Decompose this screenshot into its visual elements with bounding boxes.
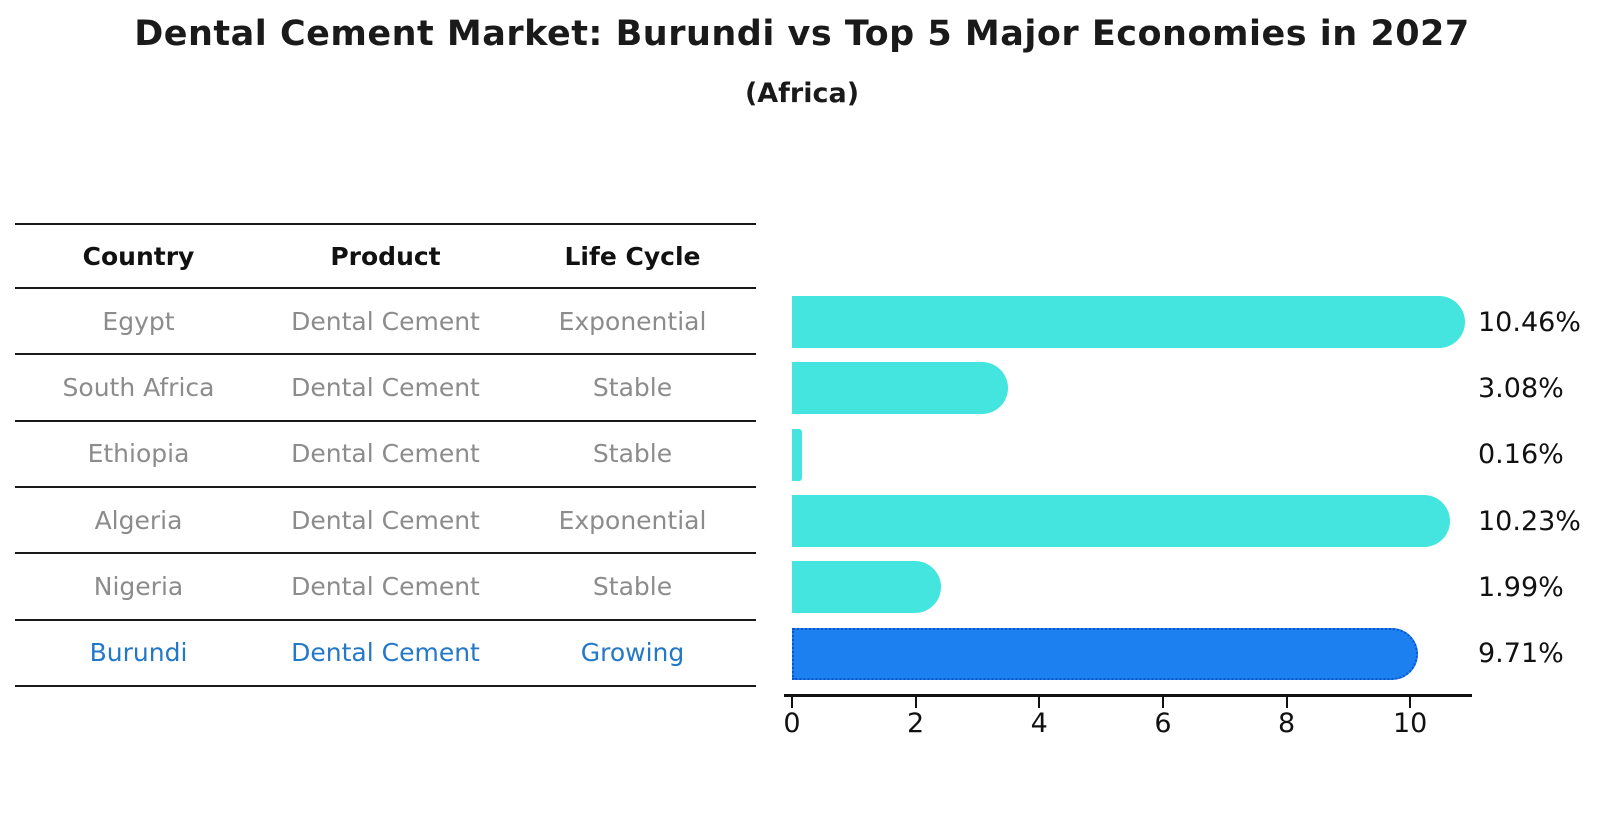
- lifecycle-cell: Exponential: [558, 306, 707, 336]
- country-cell: Egypt: [102, 306, 175, 336]
- bar-row-nigeria: [792, 554, 1472, 620]
- bar-egypt: [792, 296, 1465, 348]
- x-axis-tick-label: 8: [1277, 708, 1296, 739]
- product-cell: Dental Cement: [291, 638, 480, 668]
- bar-value-label-burundi: 9.71%: [1478, 638, 1564, 670]
- bar-ethiopia: [792, 428, 802, 481]
- bar-value-label-ethiopia: 0.16%: [1478, 439, 1564, 471]
- table-row-burundi: Burundi Dental Cement Growing: [15, 621, 756, 687]
- bar-value-labels: 10.46% 3.08% 0.16% 10.23% 1.99% 9.71%: [1478, 289, 1598, 687]
- lifecycle-cell: Stable: [592, 571, 673, 601]
- product-cell: Dental Cement: [291, 505, 480, 535]
- bar-row-ethiopia: [792, 422, 1472, 488]
- lifecycle-cell: Exponential: [558, 505, 707, 535]
- table-row-south-africa: South Africa Dental Cement Stable: [15, 355, 756, 422]
- x-axis-tick: [1409, 697, 1412, 708]
- table-row-nigeria: Nigeria Dental Cement Stable: [15, 554, 756, 621]
- country-cell: South Africa: [62, 372, 215, 402]
- x-axis-tick: [1285, 697, 1288, 708]
- x-axis-tick-label: 6: [1154, 708, 1172, 739]
- bar-algeria: [792, 494, 1451, 547]
- x-axis-tick-label: 10: [1392, 708, 1428, 739]
- bar-value-label-nigeria: 1.99%: [1478, 571, 1564, 603]
- lifecycle-cell: Growing: [580, 638, 685, 668]
- x-axis-tick-label: 0: [783, 708, 801, 739]
- chart-subtitle: (Africa): [744, 78, 860, 109]
- table-row-ethiopia: Ethiopia Dental Cement Stable: [15, 422, 756, 488]
- bar-value-label-algeria: 10.23%: [1478, 505, 1581, 537]
- bar-south-africa: [792, 362, 1009, 415]
- lifecycle-cell: Stable: [592, 372, 673, 402]
- x-axis-tick: [914, 697, 917, 708]
- product-cell: Dental Cement: [291, 306, 480, 336]
- bar-plot-area: [792, 289, 1472, 687]
- lifecycle-cell: Stable: [592, 439, 673, 469]
- x-axis-line: [784, 694, 1472, 697]
- x-axis-tick: [1038, 697, 1041, 708]
- country-cell: Nigeria: [93, 571, 184, 601]
- x-axis-tick: [1161, 697, 1164, 708]
- x-axis-tick-label: 2: [907, 708, 925, 739]
- x-axis-tick-label: 4: [1030, 708, 1048, 739]
- table-row-egypt: Egypt Dental Cement Exponential: [15, 289, 756, 356]
- column-header-country: Country: [82, 241, 195, 271]
- bar-row-south-africa: [792, 355, 1472, 421]
- table-header-row: Country Product Life Cycle: [15, 223, 756, 289]
- country-table: Country Product Life Cycle Egypt Dental C…: [15, 223, 756, 687]
- product-cell: Dental Cement: [291, 372, 480, 402]
- product-cell: Dental Cement: [291, 439, 480, 469]
- bar-nigeria: [792, 561, 942, 614]
- bar-row-burundi: [792, 621, 1472, 687]
- bar-burundi: [792, 627, 1419, 680]
- x-axis-tick: [791, 697, 793, 708]
- country-cell: Ethiopia: [87, 439, 190, 469]
- table-row-algeria: Algeria Dental Cement Exponential: [15, 488, 756, 555]
- country-cell: Algeria: [94, 505, 183, 535]
- bar-row-egypt: [792, 289, 1472, 355]
- product-cell: Dental Cement: [291, 571, 480, 601]
- bar-value-label-south-africa: 3.08%: [1478, 372, 1564, 404]
- bar-value-label-egypt: 10.46%: [1478, 306, 1581, 338]
- bar-row-algeria: [792, 488, 1472, 554]
- column-header-lifecycle: Life Cycle: [564, 241, 701, 271]
- country-cell: Burundi: [89, 638, 188, 668]
- chart-title: Dental Cement Market: Burundi vs Top 5 M…: [134, 14, 1470, 54]
- column-header-product: Product: [330, 241, 441, 271]
- table-body: Egypt Dental Cement Exponential South Afric…: [15, 289, 756, 687]
